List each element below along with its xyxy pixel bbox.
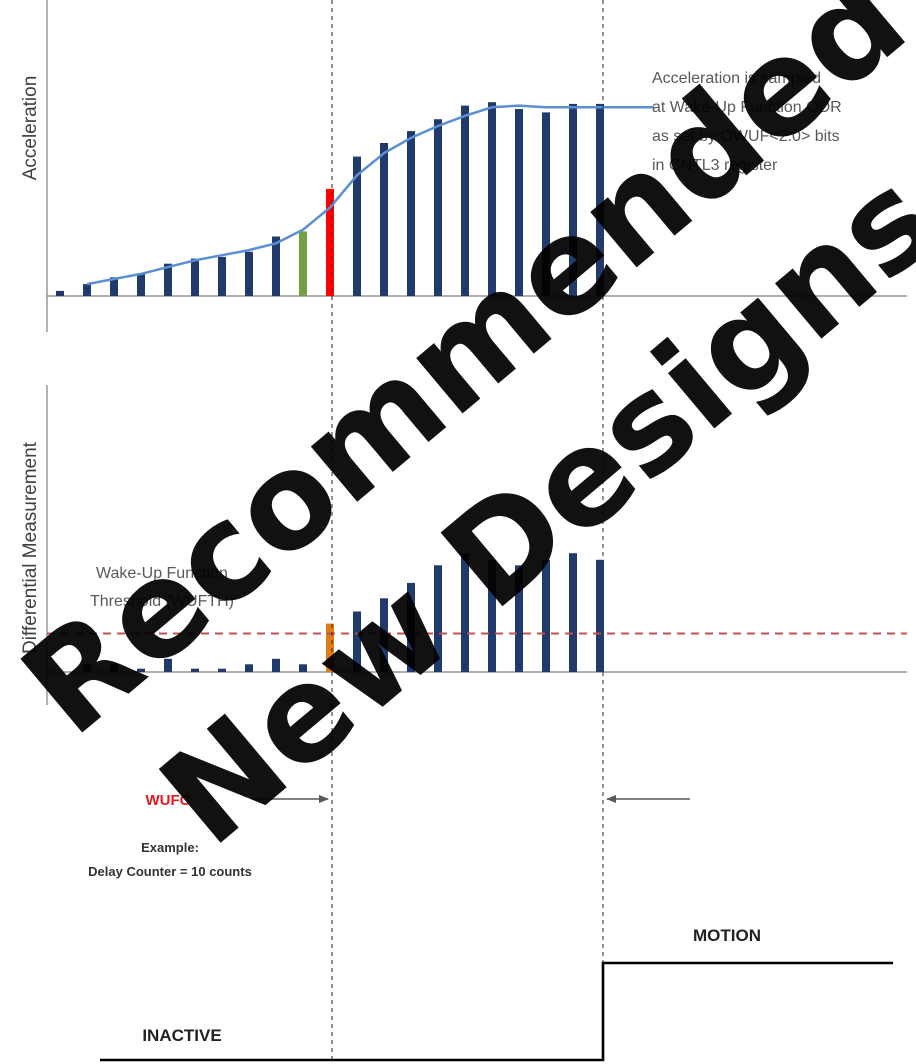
differential-bar — [515, 565, 523, 672]
inactive-state-label: INACTIVE — [142, 1026, 221, 1045]
differential-bar — [245, 664, 253, 672]
differential-bar — [191, 668, 199, 672]
differential-bar — [434, 565, 442, 672]
acceleration-bar — [353, 156, 361, 296]
sampling-note-line: as set by OWUF<2:0> bits — [652, 128, 840, 145]
acceleration-bar — [164, 263, 172, 296]
acceleration-bars — [56, 102, 604, 297]
sampling-note-line: Acceleration is sampled — [652, 70, 821, 87]
differential-bar — [164, 658, 172, 672]
differential-bar — [83, 664, 91, 672]
acceleration-bar — [380, 143, 388, 296]
watermark: Recommended New Designs — [0, 0, 916, 875]
example-delay-counter: Delay Counter = 10 counts — [88, 864, 252, 879]
acceleration-bar — [137, 273, 145, 296]
acceleration-axis-label: Acceleration — [20, 76, 41, 181]
differential-axis-label: Differential Measurement — [20, 441, 41, 654]
acceleration-bar — [56, 290, 64, 296]
sampling-note: Acceleration is sampled at Wake-Up Funct… — [652, 70, 846, 174]
differential-bar — [353, 611, 361, 672]
sampling-note-line: in CNTL3 register — [652, 157, 778, 174]
acceleration-bar — [488, 102, 496, 296]
motion-state-label: MOTION — [693, 926, 761, 945]
differential-bar — [380, 598, 388, 672]
threshold-label-line: Threshold (WUFTH) — [90, 593, 234, 610]
differential-bar — [596, 559, 604, 672]
acceleration-bar — [434, 119, 442, 296]
acceleration-bar — [461, 105, 469, 296]
acceleration-bar — [245, 251, 253, 296]
example-title: Example: — [141, 840, 199, 855]
state-signal-line — [100, 961, 893, 1062]
differential-bar — [110, 664, 118, 672]
acceleration-bar — [191, 258, 199, 296]
differential-bar — [488, 559, 496, 672]
acceleration-bar — [569, 103, 577, 297]
differential-bar — [569, 553, 577, 672]
threshold-label-line: Wake-Up Function — [96, 565, 228, 582]
acceleration-bar — [83, 284, 91, 296]
differential-bar — [218, 668, 226, 672]
acceleration-bar — [326, 188, 334, 296]
sampling-note-line: at Wake-Up Function ODR — [652, 99, 842, 116]
acceleration-bar — [110, 277, 118, 296]
differential-bars — [83, 553, 604, 672]
differential-bar — [326, 623, 334, 672]
acceleration-bar — [542, 112, 550, 297]
wufc-label: WUFC — [146, 792, 191, 809]
differential-bar — [137, 668, 145, 672]
threshold-label: Wake-Up Function Threshold (WUFTH) — [90, 565, 234, 610]
differential-bar — [542, 559, 550, 672]
differential-bar — [407, 582, 415, 672]
acceleration-curve — [86, 104, 654, 286]
acceleration-bar — [218, 256, 226, 296]
acceleration-bar — [272, 236, 280, 296]
acceleration-bar — [299, 231, 307, 296]
differential-bar — [299, 664, 307, 672]
acceleration-bar — [596, 103, 604, 297]
acceleration-bar — [515, 109, 523, 296]
acceleration-bar — [407, 131, 415, 296]
differential-bar — [272, 658, 280, 672]
differential-bar — [461, 553, 469, 672]
